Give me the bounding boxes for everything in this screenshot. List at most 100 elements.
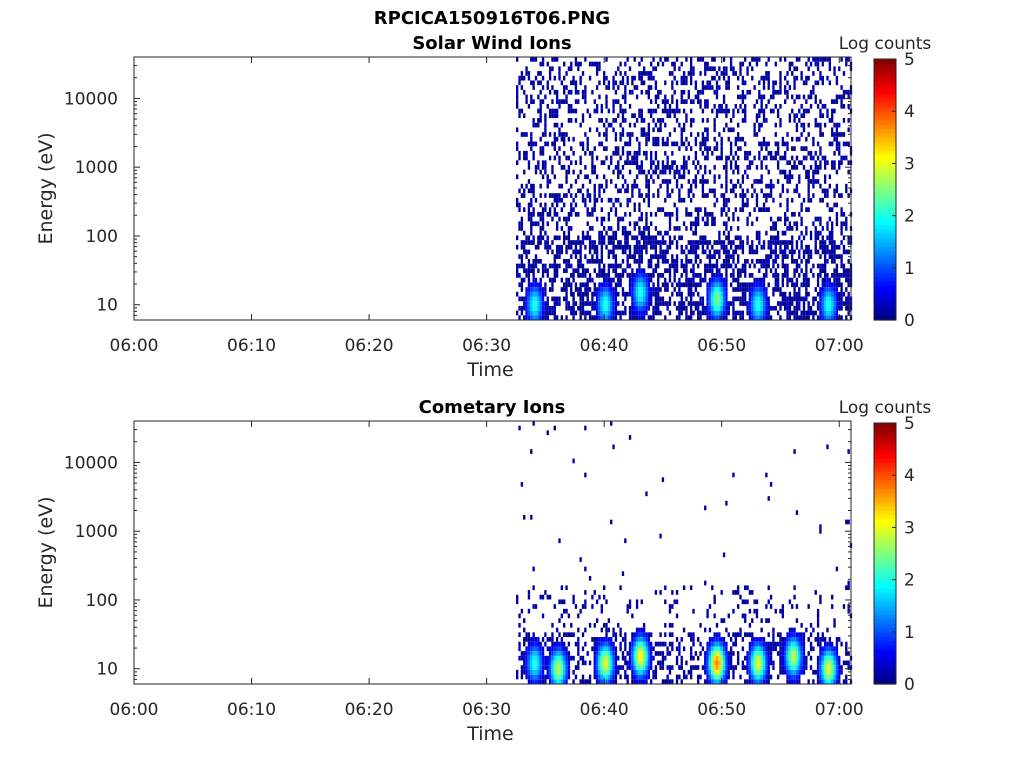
heatmap-cell <box>584 661 586 666</box>
heatmap-cell <box>702 179 704 184</box>
heatmap-cell <box>662 679 664 684</box>
colorbar-segment <box>874 540 896 545</box>
heatmap-cell <box>782 297 784 302</box>
heatmap-cell <box>594 646 596 651</box>
heatmap-cell <box>558 618 560 623</box>
heatmap-cell <box>704 264 706 269</box>
heatmap-cell <box>579 160 581 165</box>
heatmap-cell <box>572 240 574 245</box>
heatmap-cell <box>582 235 584 240</box>
heatmap-cell <box>697 254 699 259</box>
heatmap-cell <box>525 95 527 100</box>
heatmap-cell <box>782 184 784 189</box>
heatmap-cell <box>629 264 631 269</box>
heatmap-cell <box>775 235 777 240</box>
heatmap-cell <box>671 646 673 651</box>
heatmap-cell <box>664 170 666 175</box>
heatmap-cell <box>711 212 713 217</box>
heatmap-cell <box>532 80 534 85</box>
heatmap-cell <box>544 118 546 123</box>
heatmap-cell <box>610 421 612 426</box>
heatmap-cell <box>829 80 831 85</box>
heatmap-cell <box>768 315 770 320</box>
heatmap-cell <box>631 311 633 316</box>
heatmap-cell <box>704 71 706 76</box>
heatmap-cell <box>833 646 835 651</box>
heatmap-cell <box>601 646 603 651</box>
heatmap-cell <box>692 642 694 647</box>
heatmap-cell <box>800 646 802 651</box>
heatmap-cell <box>624 292 626 297</box>
heatmap-cell <box>596 297 598 302</box>
heatmap-cell <box>624 99 626 104</box>
heatmap-cell <box>584 90 586 95</box>
heatmap-cell <box>789 670 791 675</box>
heatmap-cell <box>817 217 819 222</box>
heatmap-cell <box>544 203 546 208</box>
heatmap-cell <box>659 57 661 62</box>
heatmap-cell <box>619 80 621 85</box>
heatmap-cell <box>751 656 753 661</box>
heatmap-cell <box>587 282 589 287</box>
heatmap-cell <box>690 292 692 297</box>
heatmap-cell <box>699 273 701 278</box>
heatmap-cell <box>610 520 612 525</box>
heatmap-cell <box>681 80 683 85</box>
heatmap-cell <box>706 264 708 269</box>
heatmap-cell <box>676 99 678 104</box>
heatmap-cell <box>749 273 751 278</box>
heatmap-cell <box>596 109 598 114</box>
heatmap-cell <box>572 151 574 156</box>
heatmap-cell <box>768 618 770 623</box>
heatmap-cell <box>716 198 718 203</box>
heatmap-cell <box>819 642 821 647</box>
heatmap-cell <box>530 656 532 661</box>
heatmap-cell <box>765 642 767 647</box>
heatmap-cell <box>699 207 701 212</box>
heatmap-cell <box>568 217 570 222</box>
heatmap-cell <box>725 651 727 656</box>
heatmap-cell <box>657 264 659 269</box>
heatmap-cell <box>735 142 737 147</box>
heatmap-cell <box>556 670 558 675</box>
heatmap-cell <box>713 614 715 619</box>
heatmap-cell <box>817 282 819 287</box>
heatmap-cell <box>655 642 657 647</box>
heatmap-cell <box>542 85 544 90</box>
heatmap-cell <box>833 240 835 245</box>
heatmap-cell <box>634 151 636 156</box>
heatmap-cell <box>603 268 605 273</box>
heatmap-cell <box>535 670 537 675</box>
heatmap-cell <box>831 259 833 264</box>
heatmap-cell <box>516 245 518 250</box>
heatmap-cell <box>808 189 810 194</box>
heatmap-cell <box>756 250 758 255</box>
heatmap-cell <box>836 637 838 642</box>
heatmap-cell <box>721 637 723 642</box>
heatmap-cell <box>594 292 596 297</box>
heatmap-cell <box>770 306 772 311</box>
heatmap-cell <box>683 170 685 175</box>
heatmap-cell <box>798 118 800 123</box>
colorbar-segment <box>874 536 896 541</box>
heatmap-cell <box>765 104 767 109</box>
heatmap-cell <box>516 235 518 240</box>
heatmap-cell <box>831 646 833 651</box>
heatmap-cell <box>805 207 807 212</box>
heatmap-cell <box>601 301 603 306</box>
heatmap-cell <box>793 212 795 217</box>
heatmap-cell <box>666 109 668 114</box>
heatmap-cell <box>648 306 650 311</box>
heatmap-cell <box>753 306 755 311</box>
heatmap-cell <box>709 80 711 85</box>
heatmap-cell <box>518 306 520 311</box>
heatmap-cell <box>697 282 699 287</box>
heatmap-cell <box>768 151 770 156</box>
heatmap-cell <box>645 273 647 278</box>
heatmap-cell <box>532 240 534 245</box>
heatmap-cell <box>798 679 800 684</box>
heatmap-cell <box>674 170 676 175</box>
heatmap-cell <box>666 142 668 147</box>
heatmap-cell <box>768 665 770 670</box>
heatmap-cell <box>796 661 798 666</box>
